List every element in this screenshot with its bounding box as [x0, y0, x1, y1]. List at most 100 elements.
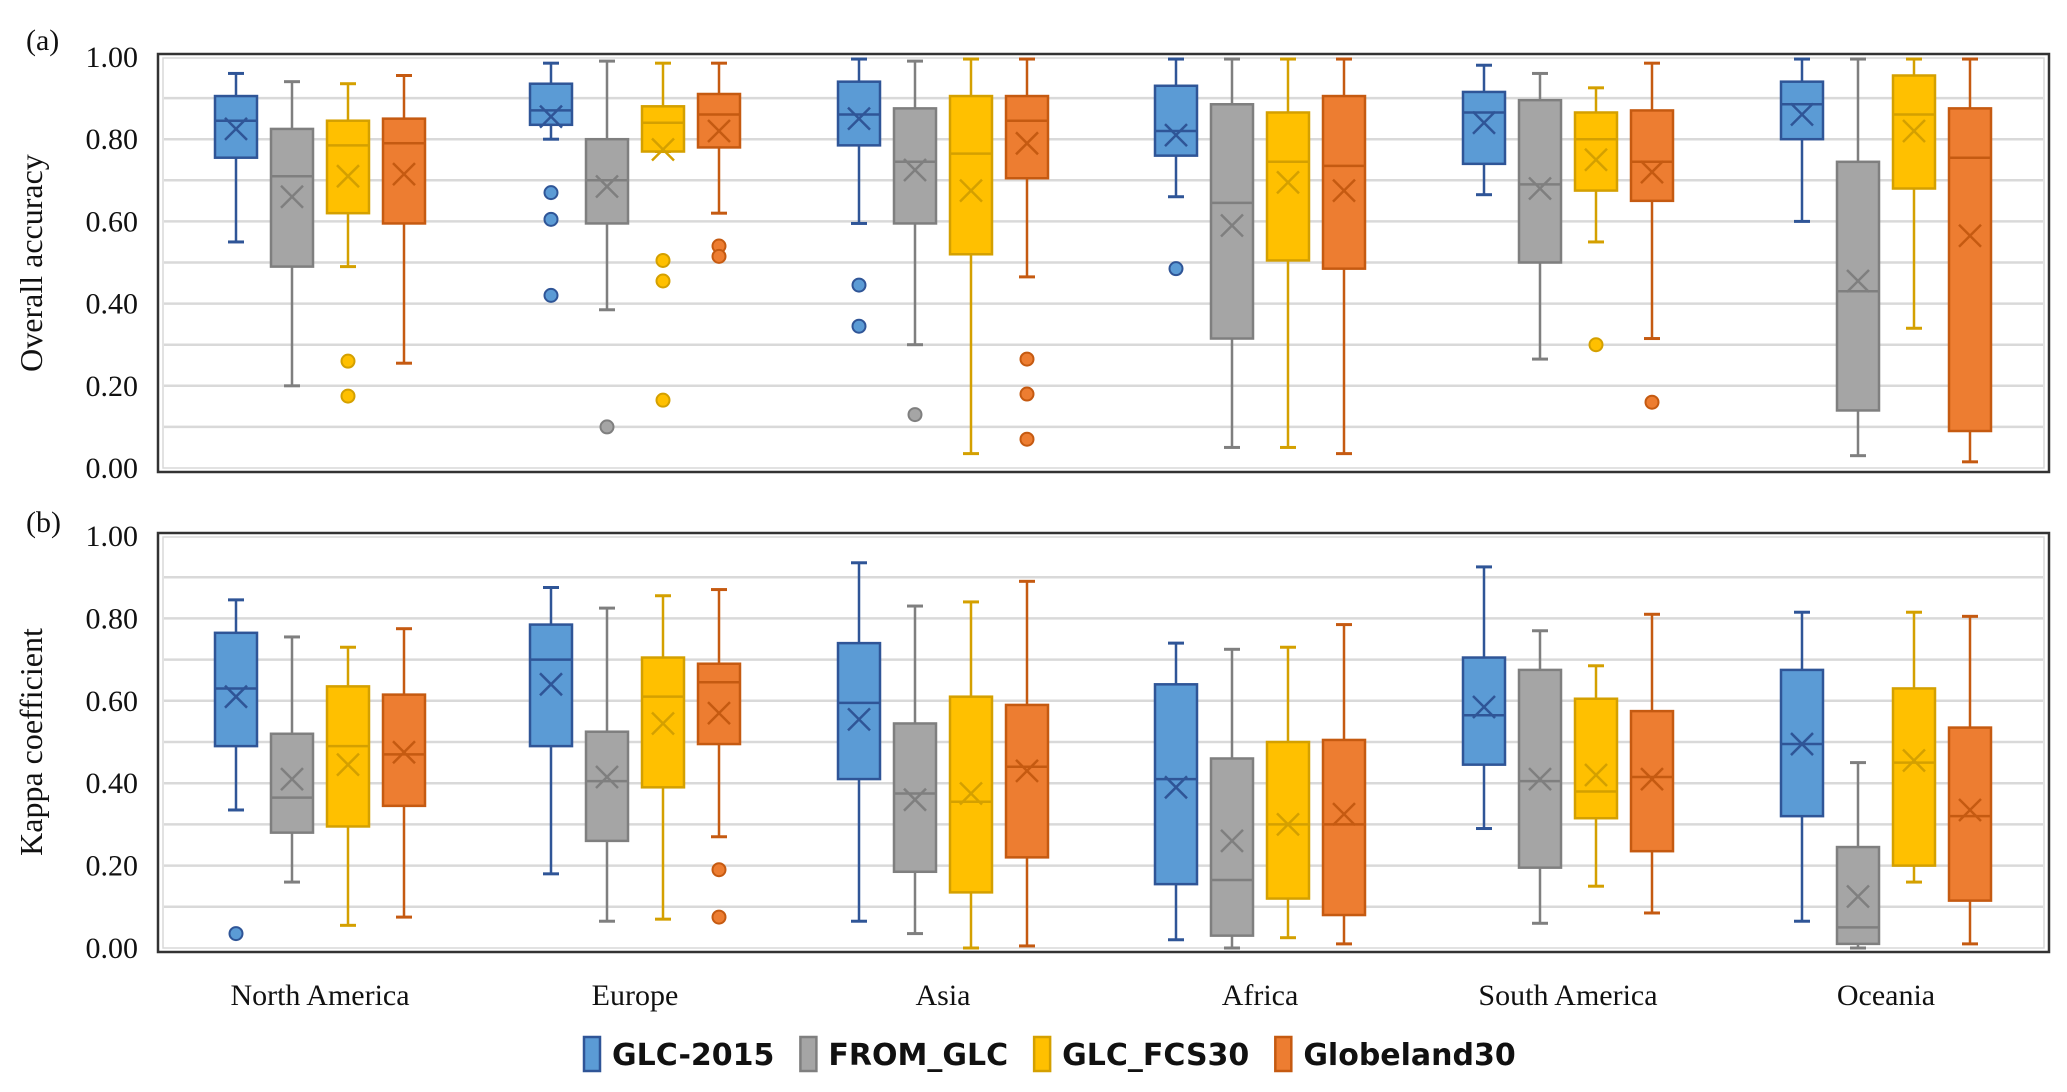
box-iqr [1835, 160, 1881, 412]
legend-item: Globeland30 [1274, 1035, 1516, 1073]
mean-marker [224, 117, 248, 141]
box-iqr [528, 623, 574, 748]
mean-marker [595, 765, 619, 789]
y-tick-label: 0.00 [86, 452, 139, 485]
mean-marker [1790, 732, 1814, 756]
box-GLC-2015-north-america [213, 598, 259, 942]
box-iqr [892, 722, 938, 874]
y-tick-label: 0.80 [86, 123, 139, 156]
box-Globeland30-north-america [381, 73, 427, 365]
y-tick-label: 0.60 [86, 205, 139, 238]
box-GLC-2015-europe [528, 586, 574, 876]
box-GLC-2015-north-america [213, 71, 259, 244]
outlier-point [711, 862, 727, 878]
outlier-point [655, 392, 671, 408]
outlier-point [1588, 337, 1604, 353]
box-GLC_FCS30-asia [948, 600, 994, 950]
box-FROM_GLC-europe [584, 59, 630, 435]
box-iqr [1573, 697, 1619, 820]
box-iqr [325, 119, 371, 215]
mean-marker [224, 684, 248, 709]
box-iqr [1209, 757, 1255, 937]
x-category-label: Europe [592, 979, 679, 1012]
box-GLC_FCS30-europe [640, 61, 686, 408]
box-GLC-2015-south-america [1461, 565, 1507, 831]
x-category-label: North America [230, 979, 409, 1012]
box-GLC_FCS30-africa [1265, 57, 1311, 449]
mean-marker [1276, 170, 1300, 195]
outlier-point [543, 185, 559, 201]
box-iqr [640, 105, 686, 153]
box-Globeland30-oceania [1947, 614, 1993, 946]
panel-label: (b) [26, 506, 61, 539]
box-FROM_GLC-oceania [1835, 761, 1881, 950]
outlier-point [1168, 261, 1184, 277]
box-Globeland30-asia [1004, 579, 1050, 948]
outlier-point [599, 419, 615, 435]
box-iqr [696, 92, 742, 149]
legend-label: Globeland30 [1303, 1038, 1515, 1073]
outlier-point [851, 277, 867, 293]
outlier-point [1019, 431, 1035, 447]
mean-marker [959, 178, 983, 203]
outlier-point [340, 353, 356, 369]
box-iqr [381, 117, 427, 225]
outlier-point [543, 211, 559, 227]
mean-marker [1472, 110, 1496, 135]
box-iqr [528, 82, 574, 127]
x-category-label: South America [1478, 979, 1657, 1012]
mean-marker [1958, 223, 1982, 248]
box-GLC-2015-south-america [1461, 63, 1507, 197]
x-category-label: Africa [1222, 979, 1299, 1012]
outlier-point [655, 252, 671, 268]
box-iqr [1265, 740, 1311, 900]
box-iqr [1517, 668, 1563, 869]
mean-marker [1528, 176, 1552, 201]
mean-marker [1164, 775, 1188, 800]
mean-marker [1640, 160, 1664, 184]
box-Globeland30-europe [696, 588, 742, 925]
box-GLC-2015-oceania [1779, 610, 1825, 923]
mean-marker [539, 672, 563, 697]
box-Globeland30-north-america [381, 627, 427, 919]
legend-swatch [1274, 1035, 1293, 1073]
mean-marker [903, 158, 927, 182]
box-FROM_GLC-south-america [1517, 71, 1563, 361]
mean-marker [1220, 828, 1244, 853]
box-iqr [213, 94, 259, 159]
outlier-point [851, 318, 867, 334]
box-iqr [1004, 703, 1050, 859]
legend: GLC-2015 FROM_GLC GLC_FCS30 Globeland30 [582, 1035, 1516, 1073]
box-GLC_FCS30-oceania [1891, 610, 1937, 884]
box-iqr [269, 732, 315, 834]
box-Globeland30-europe [696, 61, 742, 264]
box-GLC-2015-africa [1153, 641, 1199, 942]
box-iqr [1947, 726, 1993, 902]
box-GLC_FCS30-south-america [1573, 664, 1619, 888]
y-axis-label: Overall accuracy [13, 154, 49, 372]
plot-area-border [162, 536, 2045, 949]
outlier-point [1019, 386, 1035, 402]
legend-swatch [582, 1035, 602, 1073]
legend-swatch [1032, 1035, 1052, 1073]
outlier-point [340, 388, 356, 404]
outlier-point [1644, 394, 1660, 410]
box-iqr [325, 685, 371, 828]
legend-swatch [799, 1035, 818, 1073]
box-iqr [1321, 738, 1367, 917]
mean-marker [903, 787, 927, 812]
y-tick-label: 0.20 [86, 370, 139, 403]
box-GLC_FCS30-oceania [1891, 57, 1937, 330]
legend-label: GLC_FCS30 [1062, 1038, 1249, 1073]
box-iqr [1947, 107, 1993, 433]
box-iqr [1004, 94, 1050, 180]
panel-label: (a) [26, 24, 59, 57]
mean-marker [1276, 812, 1300, 837]
outlier-point [228, 926, 244, 942]
box-iqr [1321, 94, 1367, 270]
panel-a: 0.00 0.20 0.40 0.60 0.80 1.00 (a) Overall accur… [13, 24, 2051, 485]
box-iqr [381, 693, 427, 808]
box-GLC-2015-europe [528, 61, 574, 303]
box-iqr [1153, 84, 1199, 157]
